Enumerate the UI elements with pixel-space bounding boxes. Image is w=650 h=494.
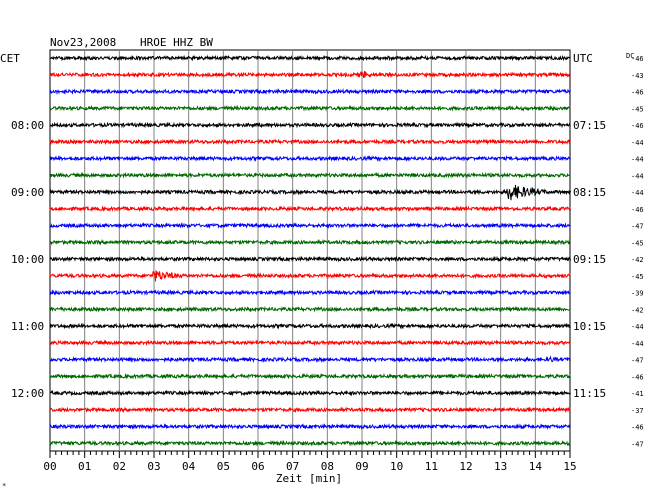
x-tick-label: 13 (494, 460, 507, 473)
dc-offset-label: -42 (631, 306, 644, 314)
x-tick-label: 11 (425, 460, 438, 473)
dc-offset-label: -47 (631, 357, 644, 365)
x-tick-label: 09 (355, 460, 368, 473)
right-time-label: 07:15 (573, 119, 606, 132)
plot-frame (49, 49, 571, 452)
dc-offset-label: -44 (631, 172, 644, 180)
dc-offset-label: -46 (631, 55, 644, 63)
trace-line-row-14 (49, 288, 571, 296)
trace-line-row-9 (49, 205, 571, 213)
trace-line-row-15 (50, 305, 571, 313)
x-tick-label: 15 (563, 460, 576, 473)
dc-offset-label: -46 (631, 89, 644, 97)
dc-offset-label: -45 (631, 239, 644, 247)
trace-line-row-13 (49, 270, 571, 282)
x-tick-label: 01 (78, 460, 91, 473)
right-time-label: UTC (573, 52, 593, 65)
x-tick-label: 03 (147, 460, 160, 473)
trace-group (49, 54, 571, 447)
x-tick-label: 12 (459, 460, 472, 473)
chart-grid (49, 49, 571, 458)
date-label: Nov23,2008 (50, 36, 116, 49)
footer-mark: * (2, 482, 6, 490)
right-time-label: 09:15 (573, 253, 606, 266)
x-tick-label: 02 (113, 460, 126, 473)
dc-offset-label: -47 (631, 440, 644, 448)
dc-offset-label: -46 (631, 373, 644, 381)
x-tick-label: 10 (390, 460, 403, 473)
x-tick-label: 14 (529, 460, 543, 473)
dc-offset-label: -44 (631, 340, 644, 348)
trace-line-row-5 (49, 138, 571, 146)
dc-offset-label: -46 (631, 122, 644, 130)
trace-line-row-4 (49, 121, 571, 129)
trace-line-row-0 (49, 54, 571, 62)
chart-labels: 00 01 02 03 04 05 06 07 08 09 10 11 12 13 14 15 -46 -43 -4… (11, 52, 644, 473)
dc-offset-label: -44 (631, 156, 644, 164)
trace-line-row-6 (49, 154, 571, 163)
dc-offset-label: -39 (631, 290, 644, 298)
x-tick-label: 08 (321, 460, 334, 473)
left-time-label: 08:00 (11, 119, 44, 132)
left-time-label: 10:00 (11, 253, 44, 266)
dc-offset-label: -43 (631, 72, 644, 80)
dc-offset-label: -46 (631, 424, 644, 432)
trace-line-row-22 (49, 423, 571, 430)
trace-line-row-10 (49, 222, 571, 230)
right-time-label: 08:15 (573, 186, 606, 199)
trace-line-row-7 (49, 171, 571, 179)
dc-offset-label: -41 (631, 390, 644, 398)
trace-line-row-19 (49, 372, 571, 380)
timezone-left-label: CET (0, 52, 20, 65)
dc-offset-label: -44 (631, 323, 644, 331)
trace-line-row-16 (49, 322, 571, 330)
dc-offset-label: -47 (631, 223, 644, 231)
trace-line-row-8 (49, 184, 571, 201)
left-time-label: 11:00 (11, 320, 44, 333)
trace-line-row-20 (49, 389, 571, 397)
right-time-label: 10:15 (573, 320, 606, 333)
trace-line-row-1 (49, 71, 571, 79)
dc-offset-label: -44 (631, 189, 644, 197)
right-time-label: 11:15 (573, 387, 606, 400)
left-time-label: 12:00 (11, 387, 44, 400)
x-axis-title: Zeit [min] (276, 472, 342, 485)
trace-line-row-3 (49, 104, 571, 112)
dc-offset-label: -45 (631, 273, 644, 281)
trace-line-row-2 (49, 88, 571, 96)
x-tick-label: 05 (217, 460, 230, 473)
trace-line-row-18 (49, 355, 571, 364)
x-tick-label: 06 (251, 460, 264, 473)
trace-line-row-21 (49, 406, 571, 414)
dc-offset-label: -42 (631, 256, 644, 264)
dc-header-label: DC (626, 52, 634, 60)
dc-offset-label: -46 (631, 206, 644, 214)
dc-offset-label: -37 (631, 407, 644, 415)
trace-line-row-12 (49, 255, 571, 263)
x-tick-label: 07 (286, 460, 299, 473)
dc-offset-label: -45 (631, 105, 644, 113)
trace-line-row-23 (49, 439, 571, 447)
dc-offset-label: -44 (631, 139, 644, 147)
x-tick-label: 00 (43, 460, 56, 473)
station-label: HROE HHZ BW (140, 36, 213, 49)
left-time-label: 09:00 (11, 186, 44, 199)
x-tick-label: 04 (182, 460, 196, 473)
trace-line-row-11 (49, 238, 571, 246)
trace-line-row-17 (49, 339, 571, 347)
